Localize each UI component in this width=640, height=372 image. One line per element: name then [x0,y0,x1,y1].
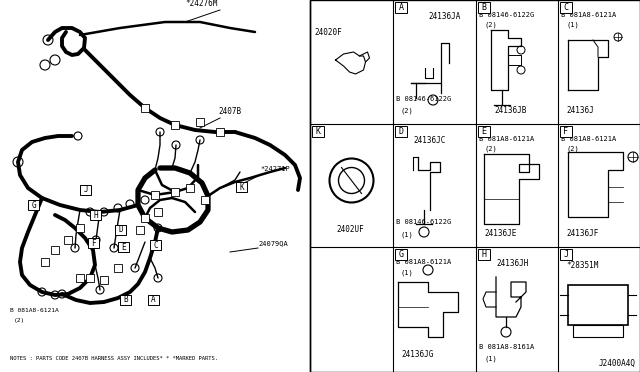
Text: J: J [83,186,88,195]
Bar [312,126,324,137]
Bar [151,191,159,199]
Bar [236,182,247,192]
Text: 24136JA: 24136JA [428,12,460,21]
Text: 24079QA: 24079QA [258,240,288,246]
Bar [115,225,126,235]
Text: A: A [151,295,156,305]
Bar [64,236,72,244]
Bar [100,276,108,284]
Text: B 081A8-6121A: B 081A8-6121A [396,259,451,265]
Text: B 081A8-6121A: B 081A8-6121A [10,308,59,313]
Text: (2): (2) [484,146,497,153]
Text: (1): (1) [401,231,413,237]
Text: B 081A8-8161A: B 081A8-8161A [479,344,534,350]
Text: B 081A8-6121A: B 081A8-6121A [561,136,616,142]
Text: (2): (2) [484,22,497,29]
Bar [150,240,161,250]
Text: (1): (1) [566,22,579,29]
Text: B 08146-6122G: B 08146-6122G [479,12,534,18]
Text: 24136J: 24136J [566,106,594,115]
Text: 24136JE: 24136JE [484,229,516,238]
Bar [86,274,94,282]
Text: E: E [121,243,126,251]
Bar [76,274,84,282]
Text: *24271P: *24271P [260,166,290,172]
Text: *28351M: *28351M [566,261,598,270]
Text: B 081A8-6121A: B 081A8-6121A [479,136,534,142]
Text: D: D [399,127,403,136]
Text: 24136JC: 24136JC [413,136,445,145]
Bar [120,295,131,305]
Text: 24136JF: 24136JF [566,229,598,238]
Bar [141,104,149,112]
Bar [154,208,162,216]
Text: (2): (2) [566,146,579,153]
Bar [395,249,407,260]
Bar [28,200,39,210]
Text: H: H [481,250,486,259]
Bar [186,184,194,192]
Text: (1): (1) [401,269,413,276]
Text: (2): (2) [14,318,25,323]
Bar [148,295,159,305]
Text: A: A [399,3,403,12]
Bar [560,2,572,13]
Bar [118,242,129,252]
Bar [573,325,623,337]
Bar [478,249,490,260]
Bar [568,285,628,325]
Text: K: K [239,183,244,192]
Bar [560,126,572,137]
Bar [216,128,224,136]
Text: B 08146-6122G: B 08146-6122G [396,219,451,225]
Bar [395,126,407,137]
Text: 2407B: 2407B [218,107,241,116]
Bar [80,185,91,195]
Text: (1): (1) [484,356,497,362]
Text: G: G [399,250,403,259]
Bar [76,224,84,232]
Bar [41,258,49,266]
Bar [560,249,572,260]
Text: 2402UF: 2402UF [337,225,364,234]
Bar [171,121,179,129]
Text: 24136JH: 24136JH [496,259,529,268]
Text: 24020F: 24020F [314,28,342,37]
Bar [88,238,99,248]
Text: 24136JB: 24136JB [494,106,526,115]
Text: H: H [93,211,98,219]
Text: B: B [123,295,128,305]
Text: F: F [563,127,568,136]
Text: D: D [118,225,123,234]
Bar [171,188,179,196]
Text: B: B [481,3,486,12]
Text: B 081A8-6121A: B 081A8-6121A [561,12,616,18]
Text: (2): (2) [401,108,413,115]
Text: F: F [91,238,96,247]
Bar [478,2,490,13]
Text: C: C [563,3,568,12]
Text: B 08146-6122G: B 08146-6122G [396,96,451,102]
Text: G: G [31,201,36,209]
Bar [114,264,122,272]
Text: J2400A4Q: J2400A4Q [599,359,636,368]
Text: *24276M: *24276M [185,0,218,8]
Bar [201,196,209,204]
Text: C: C [153,241,158,250]
Text: 24136JG: 24136JG [401,350,433,359]
Text: K: K [316,127,321,136]
Bar [395,2,407,13]
Bar [141,214,149,222]
Bar [478,126,490,137]
Bar [51,246,59,254]
Bar [136,226,144,234]
Bar [90,210,101,220]
Text: J: J [563,250,568,259]
Text: E: E [481,127,486,136]
Bar [310,0,640,372]
Bar [196,118,204,126]
Text: NOTES : PARTS CODE 2407B HARNESS ASSY INCLUDES* * *MARKED PARTS.: NOTES : PARTS CODE 2407B HARNESS ASSY IN… [10,356,218,361]
